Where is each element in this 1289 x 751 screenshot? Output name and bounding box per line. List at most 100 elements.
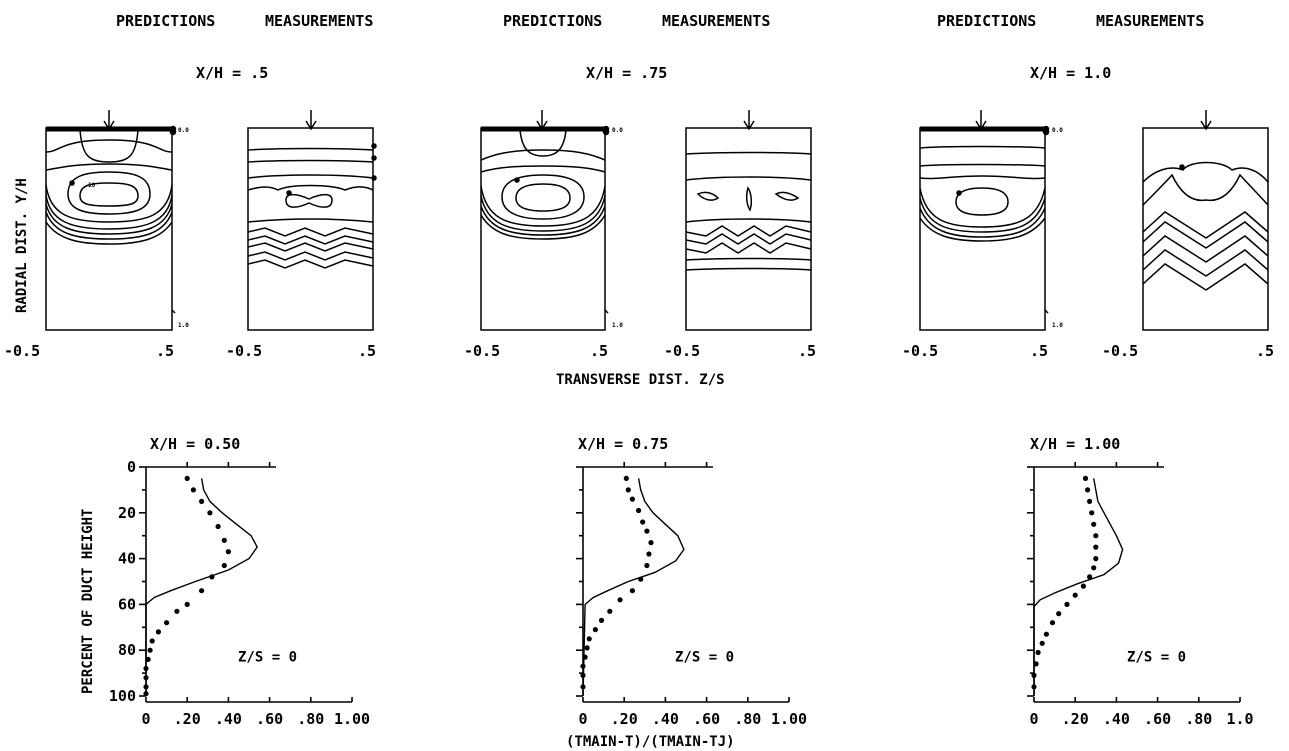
panel3-predictions-contour: 0.0 1.0 -0.5 .5 [902,110,1063,360]
measurement-point [644,562,650,569]
measurement-point [1039,640,1045,646]
x-tick-right: .5 [1030,342,1048,360]
x-tick-label: 0 [1029,710,1038,728]
measurement-point [164,620,170,626]
measurement-point [1056,611,1062,617]
x-tick-right: .5 [156,342,174,360]
x-tick-label: 1.00 [771,710,807,728]
measurement-point [1093,533,1099,539]
contour-line [247,235,374,245]
y-tick-label: 60 [118,595,136,613]
contour-line [45,163,173,171]
measurement-point [1043,631,1049,637]
profile-chart-2: 0 .20 .40 .60 .80 1.00 X/H = 0.75 Z/S = 0 [576,435,807,728]
contour-line [1142,211,1269,239]
measurement-point [145,656,151,663]
x-tick-label: .60 [256,710,283,728]
panel2-measurements-contour: -0.5 .5 [664,110,816,360]
measurement-point [1064,601,1070,608]
contour-line [919,197,1046,233]
contour-line [79,129,139,163]
contour-line [685,242,812,254]
tick-mark [1044,309,1049,314]
measurement-point [1049,620,1056,626]
contour-line [955,187,1009,216]
jet-arrow-icon [103,110,115,131]
x-tick-label: .20 [611,710,638,728]
contour-line [919,187,1046,228]
measurement-point [149,638,155,644]
x-tick-left: -0.5 [4,342,40,360]
panel1-predictions-header: PREDICTIONS [116,12,215,30]
x-tick-label: .60 [693,710,720,728]
measurement-point [147,647,153,653]
chart-title: X/H = 0.75 [578,435,668,453]
contour-line [919,175,1046,180]
contour-line [45,184,173,223]
measurement-point [1035,649,1041,656]
measurement-point [646,551,652,557]
chart-annotation: Z/S = 0 [1127,650,1186,666]
contour-line [745,186,753,212]
measurement-point [1082,475,1089,481]
contour-line [67,171,151,215]
measurement-point [640,519,646,525]
contour-line [919,207,1046,238]
panel2-measurements-header: MEASUREMENTS [662,12,770,30]
panel1-xh-label: X/H = .5 [196,64,268,82]
measurement-point [584,645,590,651]
x-tick-label: .40 [215,710,242,728]
measurement-point [580,663,586,669]
chart-annotation: Z/S = 0 [238,650,297,666]
x-tick-label: 1.00 [334,710,370,728]
contour-label-dot [69,180,75,186]
x-tick-right: .5 [358,342,376,360]
measurement-point [648,540,654,546]
measurement-point [209,574,215,580]
bottom-value-label: 1.0 [612,322,623,329]
panel2-predictions-header: PREDICTIONS [503,12,602,30]
measurement-point [190,487,196,493]
contour-line [1142,263,1269,291]
contour-line [1142,221,1269,249]
contour-line [685,257,812,261]
jet-arrow-icon [975,110,987,131]
contour-line [45,211,173,240]
scale-dot [169,128,177,136]
contour-label-dot [1179,164,1185,170]
y-tick-label: 0 [127,458,136,476]
measurement-point [215,523,221,530]
measurement-point [174,608,180,614]
contour-line [515,183,571,212]
plot-frame [1142,127,1269,331]
measurement-point [582,654,588,660]
top-value-label: 0.0 [1052,127,1063,134]
jet-arrow-icon [305,110,317,131]
measurement-point [592,627,599,633]
prediction-line [145,478,259,696]
contour-line [247,174,374,179]
x-tick-label: .80 [297,710,324,728]
x-tick-right: .5 [590,342,608,360]
contour-line [285,193,333,208]
measurement-point [221,537,227,543]
y-axis-label: PERCENT OF DUCT HEIGHT [80,509,96,694]
jet-arrow-icon [536,110,548,131]
measurement-point [1031,672,1037,679]
contour-line [45,221,173,245]
contour-line [45,194,173,230]
measurement-point [1085,487,1091,493]
measurement-point [225,549,231,555]
measurement-point [1080,583,1086,589]
plot-frame [480,127,606,331]
contour-line [247,159,374,163]
measurement-point [638,576,644,582]
x-tick-right: .5 [798,342,816,360]
x-tick-label: .20 [1062,710,1089,728]
x-tick-label: .40 [652,710,679,728]
panel3-measurements-contour: -0.5 .5 [1102,110,1274,360]
y-tick-label: 40 [118,550,136,568]
panel3-measurements-header: MEASUREMENTS [1096,12,1204,30]
contour-line [480,149,606,161]
